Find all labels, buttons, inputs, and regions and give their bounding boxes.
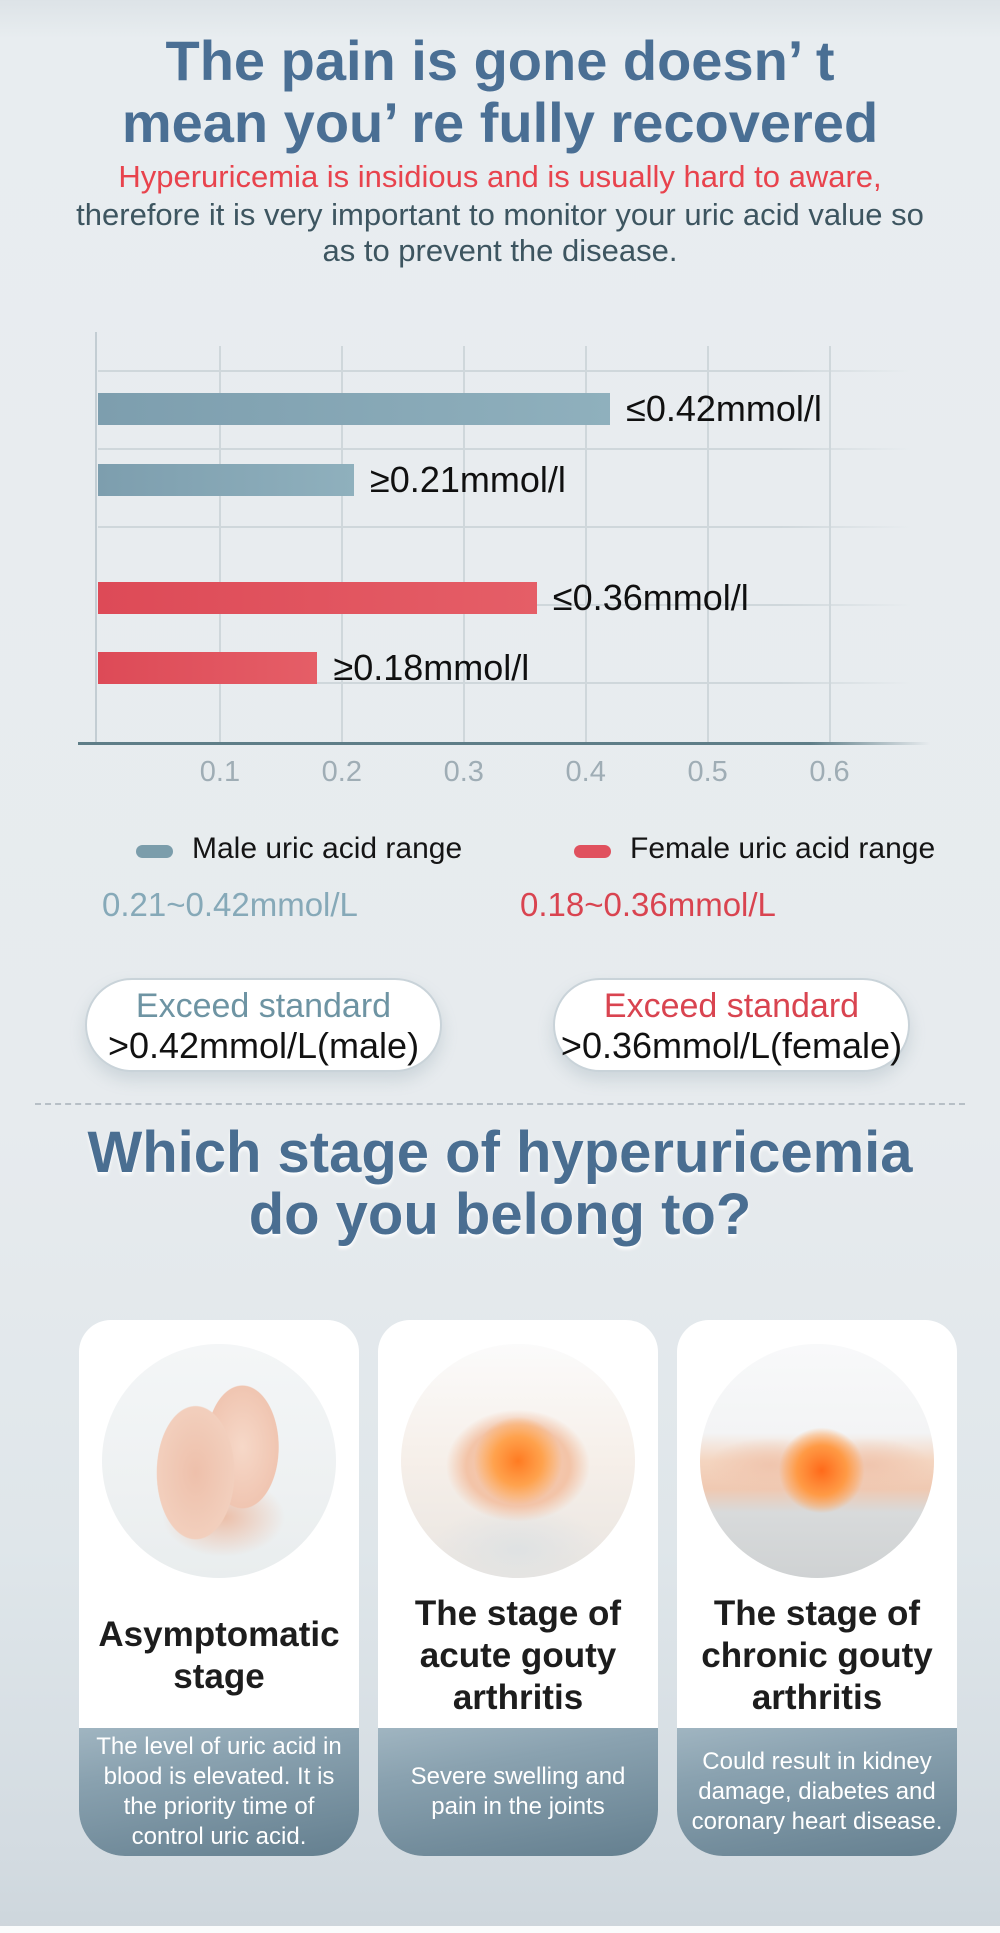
x-axis-line bbox=[78, 742, 930, 745]
y-axis-line bbox=[95, 332, 97, 744]
card-title-area: The stage of chronic gouty arthritis bbox=[685, 1586, 949, 1726]
page-title-line1: The pain is gone doesn’ t bbox=[165, 29, 835, 92]
gridline-vertical bbox=[584, 346, 587, 742]
stage-card-asymptomatic: Asymptomatic stage The level of uric aci… bbox=[79, 1320, 359, 1856]
exceed-standard-female-value: >0.36mmol/L(female) bbox=[560, 1025, 903, 1066]
male-legend-swatch bbox=[136, 845, 173, 858]
gridline-vertical bbox=[340, 346, 343, 742]
hand-massage-photo bbox=[102, 1344, 336, 1578]
exceed-standard-male-title: Exceed standard bbox=[135, 987, 392, 1025]
gridline-vertical bbox=[218, 346, 221, 742]
stage-card-footer: The level of uric acid in blood is eleva… bbox=[79, 1728, 359, 1856]
stage-card-footer: Severe swelling and pain in the joints bbox=[378, 1728, 658, 1856]
subtitle-red: Hyperuricemia is insidious and is usuall… bbox=[118, 159, 882, 194]
bar-female-upper bbox=[98, 582, 537, 614]
stage-card-description: The level of uric acid in blood is eleva… bbox=[96, 1733, 342, 1850]
bar-row-female-upper: ≤0.36mmol/l bbox=[98, 577, 910, 618]
bar-row-female-lower: ≥0.18mmol/l bbox=[98, 647, 910, 688]
stage-heading-line2: do you belong to? bbox=[248, 1182, 752, 1247]
card-title-area: The stage of acute gouty arthritis bbox=[386, 1586, 650, 1726]
x-tick-label: 0.3 bbox=[443, 756, 484, 788]
next-section-edge bbox=[0, 1926, 1000, 1933]
bar-label: ≤0.36mmol/l bbox=[552, 577, 749, 618]
x-tick-label: 0.2 bbox=[321, 756, 363, 788]
exceed-standard-male-pill: Exceed standard >0.42mmol/L(male) bbox=[85, 978, 442, 1072]
stage-card-title: The stage of acute gouty arthritis bbox=[414, 1594, 622, 1717]
male-range-value: 0.21~0.42mmol/L bbox=[102, 886, 358, 923]
card-title-area: Asymptomatic stage bbox=[87, 1586, 351, 1726]
male-legend-label: Male uric acid range bbox=[192, 832, 463, 865]
stage-card-footer: Could result in kidney damage, diabetes … bbox=[677, 1728, 957, 1856]
bar-label: ≤0.42mmol/l bbox=[626, 388, 822, 429]
bar-female-lower bbox=[98, 652, 318, 684]
gridline-vertical bbox=[706, 346, 709, 742]
stage-card-description: Could result in kidney damage, diabetes … bbox=[691, 1748, 943, 1835]
x-tick-label: 0.6 bbox=[809, 756, 850, 788]
bar-row-male-upper: ≤0.42mmol/l bbox=[98, 388, 910, 429]
exceed-standard-male-value: >0.42mmol/L(male) bbox=[107, 1025, 420, 1066]
bar-male-upper bbox=[98, 393, 611, 425]
gridline-vertical bbox=[462, 346, 465, 742]
bar-row-male-lower: ≥0.21mmol/l bbox=[98, 459, 910, 500]
female-legend-label: Female uric acid range bbox=[630, 832, 936, 865]
lower-back-pain-photo bbox=[700, 1344, 934, 1578]
stage-card-acute: The stage of acute gouty arthritis Sever… bbox=[378, 1320, 658, 1856]
stage-card-description: Severe swelling and pain in the joints bbox=[410, 1763, 626, 1820]
x-tick-label: 0.1 bbox=[199, 756, 241, 788]
knee-pain-photo bbox=[401, 1344, 635, 1578]
gridline-horizontal bbox=[98, 526, 910, 528]
exceed-standard-female-title: Exceed standard bbox=[603, 987, 860, 1025]
subtitle-dark-line1: therefore it is very important to monito… bbox=[76, 197, 924, 232]
x-tick-label: 0.5 bbox=[687, 756, 728, 788]
gridline-horizontal bbox=[98, 448, 910, 450]
female-legend-swatch bbox=[574, 845, 611, 858]
stage-card-title: The stage of chronic gouty arthritis bbox=[701, 1594, 933, 1717]
dashed-divider bbox=[35, 1103, 965, 1105]
x-tick-label: 0.4 bbox=[565, 756, 606, 788]
gridline-vertical bbox=[828, 346, 831, 742]
bar-label: ≥0.18mmol/l bbox=[333, 647, 530, 688]
bar-label: ≥0.21mmol/l bbox=[370, 459, 566, 500]
bar-male-lower bbox=[98, 464, 355, 496]
gridline-horizontal bbox=[98, 370, 910, 372]
female-range-value: 0.18~0.36mmol/L bbox=[520, 886, 776, 923]
stage-card-title: Asymptomatic stage bbox=[98, 1615, 340, 1696]
page-title-line2: mean you’ re fully recovered bbox=[121, 91, 879, 154]
stage-card-chronic: The stage of chronic gouty arthritis Cou… bbox=[677, 1320, 957, 1856]
gridline-horizontal bbox=[98, 682, 910, 684]
uric-acid-bar-chart: ≤0.42mmol/l ≥0.21mmol/l ≤0.36mmol/l ≥0.1… bbox=[78, 332, 930, 788]
subtitle-dark-line2: as to prevent the disease. bbox=[322, 233, 678, 268]
stage-heading-line1: Which stage of hyperuricemia bbox=[87, 1120, 913, 1185]
exceed-standard-female-pill: Exceed standard >0.36mmol/L(female) bbox=[553, 978, 910, 1072]
